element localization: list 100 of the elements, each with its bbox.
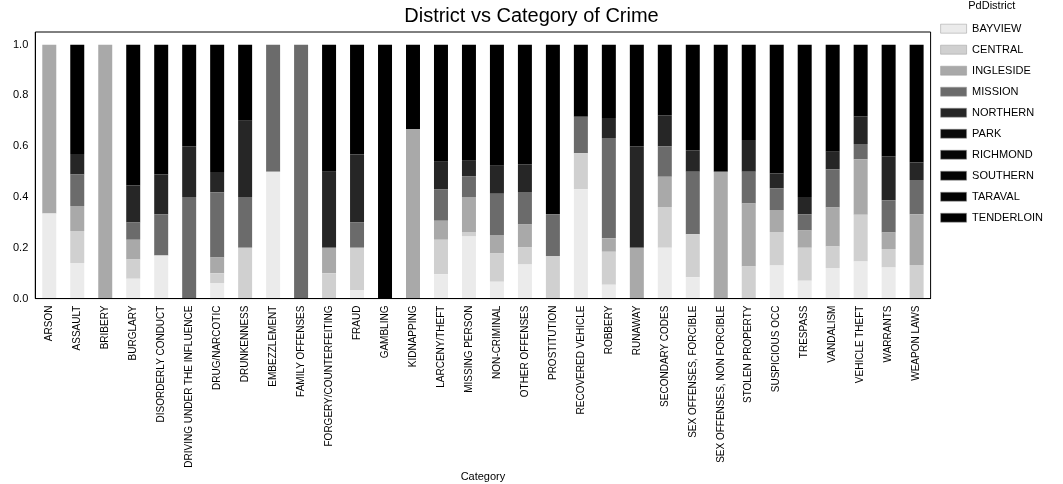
legend-label: MISSION xyxy=(972,84,1019,97)
bar xyxy=(601,44,616,119)
bar xyxy=(685,150,700,172)
bar xyxy=(517,191,532,225)
y-tick-label: 0.6 xyxy=(12,139,29,152)
bar xyxy=(685,277,700,299)
bar xyxy=(461,160,476,177)
bar xyxy=(154,214,169,256)
bar xyxy=(573,189,588,299)
bar xyxy=(517,247,532,265)
bar xyxy=(545,214,560,256)
bar xyxy=(853,214,868,262)
bar xyxy=(322,273,337,299)
x-tick-label: FRAUD xyxy=(350,305,362,341)
bar xyxy=(70,263,85,299)
bar xyxy=(489,165,504,194)
chart-title: District vs Category of Crime xyxy=(404,3,659,26)
bar xyxy=(909,162,924,181)
bar xyxy=(350,247,365,290)
x-tick-label: DRUNKENNESS xyxy=(238,305,250,383)
x-tick-label: MISSING PERSON xyxy=(462,305,474,393)
bar xyxy=(461,44,476,161)
x-tick-label: VEHICLE THEFT xyxy=(854,305,866,384)
x-tick-label: LARCENY/THEFT xyxy=(434,305,446,388)
x-tick-label: OTHER OFFENSES xyxy=(518,305,530,398)
bar xyxy=(881,156,896,201)
bar xyxy=(797,197,812,215)
x-tick-label: ASSAULT xyxy=(71,305,83,351)
bar xyxy=(853,159,868,215)
bar xyxy=(573,44,588,117)
bar xyxy=(629,247,644,299)
legend-label: PARK xyxy=(972,126,1002,139)
bar xyxy=(182,146,197,198)
bar xyxy=(489,235,504,254)
bar xyxy=(433,220,448,240)
bar xyxy=(70,205,85,232)
legend-title: PdDistrict xyxy=(968,0,1016,11)
bar xyxy=(881,249,896,268)
bar xyxy=(266,44,281,172)
bar xyxy=(70,154,85,175)
bar xyxy=(657,206,672,248)
bar xyxy=(601,118,616,139)
y-tick-label: 0.8 xyxy=(12,88,29,101)
y-tick-label: 0.4 xyxy=(12,190,29,203)
y-tick-label: 1.0 xyxy=(12,37,29,50)
y-tick-label: 0.2 xyxy=(12,240,29,253)
bar xyxy=(350,289,365,299)
bar xyxy=(489,193,504,236)
bar xyxy=(322,247,337,274)
bar xyxy=(350,154,365,223)
bar xyxy=(545,255,560,299)
bar xyxy=(825,151,840,170)
bar xyxy=(825,268,840,299)
bar xyxy=(573,153,588,190)
x-tick-label: WARRANTS xyxy=(882,305,894,363)
bar xyxy=(657,247,672,299)
bar xyxy=(126,278,141,299)
x-tick-label: ARSON xyxy=(43,305,55,342)
bar xyxy=(797,230,812,248)
bar xyxy=(797,280,812,299)
bar xyxy=(70,231,85,264)
bar xyxy=(909,214,924,266)
bar xyxy=(629,146,644,248)
bar xyxy=(238,247,253,299)
x-tick-label: FORGERY/COUNTERFEITING xyxy=(322,305,334,447)
bar xyxy=(741,171,756,204)
bar xyxy=(741,266,756,299)
bar xyxy=(42,213,57,299)
bar xyxy=(769,209,784,233)
bar xyxy=(909,44,924,163)
bar xyxy=(657,115,672,147)
bar xyxy=(433,189,448,221)
bar xyxy=(350,44,365,155)
bar xyxy=(433,44,448,162)
x-tick-label: PROSTITUTION xyxy=(546,305,558,381)
x-tick-label: BURGLARY xyxy=(126,305,138,361)
bar xyxy=(182,44,197,147)
bar xyxy=(769,188,784,210)
bar xyxy=(210,171,225,193)
x-tick-label: EMBEZZLEMENT xyxy=(266,305,278,387)
x-tick-label: NON-CRIMINAL xyxy=(490,305,502,379)
legend-label: CENTRAL xyxy=(972,42,1024,55)
x-tick-label: DRUG/NARCOTIC xyxy=(210,305,222,391)
bar xyxy=(741,139,756,172)
bar xyxy=(461,236,476,299)
bar xyxy=(517,44,532,165)
x-tick-label: ROBBERY xyxy=(602,305,614,355)
bar xyxy=(294,44,309,299)
bar xyxy=(406,128,420,299)
legend-label: INGLESIDE xyxy=(972,63,1031,76)
x-tick-label: DISORDERLY CONDUCT xyxy=(154,305,166,423)
x-axis-title: Category xyxy=(460,470,506,483)
bar xyxy=(154,44,169,175)
x-tick-label: RECOVERED VEHICLE xyxy=(574,305,586,415)
x-tick-label: FAMILY OFFENSES xyxy=(294,305,306,397)
x-tick-label: GAMBLING xyxy=(378,305,390,359)
bar xyxy=(685,44,700,151)
bar xyxy=(238,44,253,121)
bar xyxy=(433,161,448,190)
bar xyxy=(713,171,728,299)
